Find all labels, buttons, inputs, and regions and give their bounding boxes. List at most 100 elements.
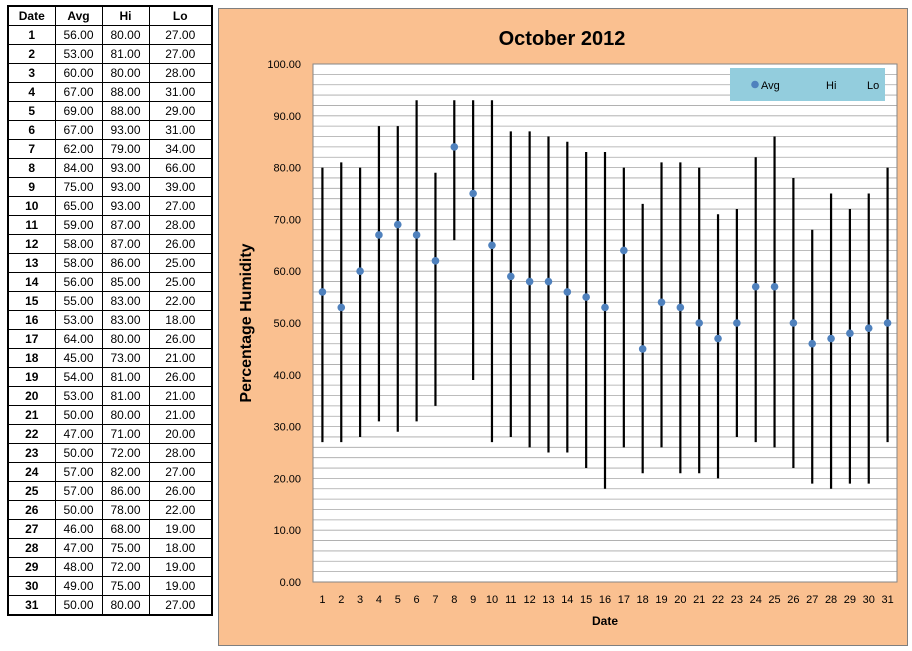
table-cell-lo: 27.00 bbox=[148, 196, 213, 216]
avg-point bbox=[318, 288, 327, 296]
x-tick-label: 6 bbox=[414, 594, 420, 606]
table-cell-lo: 31.00 bbox=[148, 120, 213, 140]
table-row: 1 56.00 80.00 27.00 bbox=[7, 25, 213, 45]
table-cell-lo: 66.00 bbox=[148, 158, 213, 178]
avg-point bbox=[582, 293, 590, 301]
x-tick-label: 21 bbox=[693, 594, 705, 606]
plot-border bbox=[312, 63, 898, 583]
y-tick-label: 30.00 bbox=[273, 422, 301, 434]
y-tick-label: 60.00 bbox=[273, 266, 301, 278]
table-cell-hi: 87.00 bbox=[101, 215, 150, 235]
table-cell-lo: 21.00 bbox=[148, 348, 213, 368]
legend-avg-marker bbox=[751, 80, 759, 89]
table-cell-date: 19 bbox=[7, 367, 56, 387]
table-cell-lo: 20.00 bbox=[148, 424, 213, 444]
table-cell-hi: 72.00 bbox=[101, 443, 150, 463]
avg-point bbox=[714, 334, 722, 343]
table-cell-lo: 19.00 bbox=[148, 557, 213, 577]
x-tick-label: 3 bbox=[357, 594, 363, 606]
table-cell-avg: 45.00 bbox=[54, 348, 103, 368]
table-cell-date: 17 bbox=[7, 329, 56, 349]
table-cell-lo: 26.00 bbox=[148, 234, 213, 254]
table-cell-avg: 55.00 bbox=[54, 291, 103, 311]
avg-point bbox=[883, 319, 892, 327]
table-cell-date: 14 bbox=[7, 272, 56, 292]
table-cell-date: 26 bbox=[7, 500, 56, 520]
table-cell-lo: 19.00 bbox=[148, 576, 213, 596]
table-row: 30 49.00 75.00 19.00 bbox=[7, 576, 213, 596]
table-cell-hi: 79.00 bbox=[101, 139, 150, 159]
table-cell-lo: 22.00 bbox=[148, 291, 213, 311]
table-cell-avg: 64.00 bbox=[54, 329, 103, 349]
table-cell-avg: 50.00 bbox=[54, 500, 103, 520]
table-row: 17 64.00 80.00 26.00 bbox=[7, 329, 213, 349]
table-cell-date: 23 bbox=[7, 443, 56, 463]
table-cell-avg: 60.00 bbox=[54, 63, 103, 83]
y-tick-label: 0.00 bbox=[280, 577, 301, 589]
x-tick-label: 14 bbox=[561, 594, 573, 606]
avg-point bbox=[450, 143, 459, 151]
table-cell-avg: 47.00 bbox=[54, 424, 103, 444]
table-cell-avg: 49.00 bbox=[54, 576, 103, 596]
x-tick-label: 11 bbox=[505, 594, 516, 606]
table-cell-hi: 93.00 bbox=[101, 120, 150, 140]
avg-point bbox=[601, 303, 609, 312]
column-header-lo: Lo bbox=[148, 5, 213, 26]
x-tick-label: 9 bbox=[470, 594, 476, 606]
table-cell-date: 22 bbox=[7, 424, 56, 444]
table-cell-avg: 56.00 bbox=[54, 25, 103, 45]
table-cell-lo: 18.00 bbox=[148, 310, 213, 330]
column-header-date: Date bbox=[7, 5, 56, 26]
y-tick-label: 80.00 bbox=[273, 163, 301, 175]
x-tick-label: 12 bbox=[524, 594, 536, 606]
table-row: 7 62.00 79.00 34.00 bbox=[7, 139, 213, 159]
table-cell-date: 1 bbox=[7, 25, 56, 45]
table-cell-lo: 26.00 bbox=[148, 481, 213, 501]
table-cell-hi: 86.00 bbox=[101, 481, 150, 501]
avg-point bbox=[789, 319, 798, 327]
table-cell-hi: 85.00 bbox=[101, 272, 150, 292]
table-row: 4 67.00 88.00 31.00 bbox=[7, 82, 213, 102]
table-cell-avg: 50.00 bbox=[54, 405, 103, 425]
table-cell-hi: 72.00 bbox=[101, 557, 150, 577]
x-tick-label: 25 bbox=[768, 594, 780, 606]
table-cell-lo: 27.00 bbox=[148, 44, 213, 64]
table-cell-date: 30 bbox=[7, 576, 56, 596]
x-tick-label: 23 bbox=[731, 594, 743, 606]
column-header-avg: Avg bbox=[54, 5, 103, 26]
x-tick-label: 30 bbox=[863, 594, 875, 606]
table-cell-avg: 53.00 bbox=[54, 310, 103, 330]
y-tick-label: 100.00 bbox=[267, 59, 301, 71]
table-cell-avg: 58.00 bbox=[54, 234, 103, 254]
y-tick-label: 40.00 bbox=[273, 370, 301, 382]
avg-point bbox=[770, 282, 779, 291]
table-cell-hi: 80.00 bbox=[101, 63, 150, 83]
avg-point bbox=[808, 339, 817, 348]
table-row: 27 46.00 68.00 19.00 bbox=[7, 519, 213, 539]
table-cell-lo: 19.00 bbox=[148, 519, 213, 539]
x-tick-label: 7 bbox=[432, 594, 438, 606]
table-cell-lo: 28.00 bbox=[148, 63, 213, 83]
table-cell-hi: 93.00 bbox=[101, 196, 150, 216]
table-cell-hi: 93.00 bbox=[101, 158, 150, 178]
avg-point bbox=[733, 319, 741, 327]
table-row: 3 60.00 80.00 28.00 bbox=[7, 63, 213, 83]
table-cell-lo: 27.00 bbox=[148, 25, 213, 45]
table-cell-date: 10 bbox=[7, 196, 56, 216]
table-cell-hi: 81.00 bbox=[101, 367, 150, 387]
table-cell-lo: 26.00 bbox=[148, 329, 213, 349]
table-row: 2 53.00 81.00 27.00 bbox=[7, 44, 213, 64]
x-tick-label: 20 bbox=[674, 594, 686, 606]
table-cell-lo: 21.00 bbox=[148, 405, 213, 425]
legend-label-avg: Avg bbox=[761, 80, 780, 92]
table-cell-avg: 69.00 bbox=[54, 101, 103, 121]
table-cell-hi: 71.00 bbox=[101, 424, 150, 444]
table-cell-date: 24 bbox=[7, 462, 56, 482]
table-row: 26 50.00 78.00 22.00 bbox=[7, 500, 213, 520]
x-tick-label: 1 bbox=[319, 594, 325, 606]
data-table-container: Date Avg Hi Lo 1 56.00 80.00 27.00 2 53.00 81.… bbox=[7, 5, 213, 616]
column-header-hi: Hi bbox=[101, 5, 150, 26]
x-tick-label: 24 bbox=[750, 594, 762, 606]
table-cell-avg: 56.00 bbox=[54, 272, 103, 292]
table-cell-lo: 27.00 bbox=[148, 462, 213, 482]
